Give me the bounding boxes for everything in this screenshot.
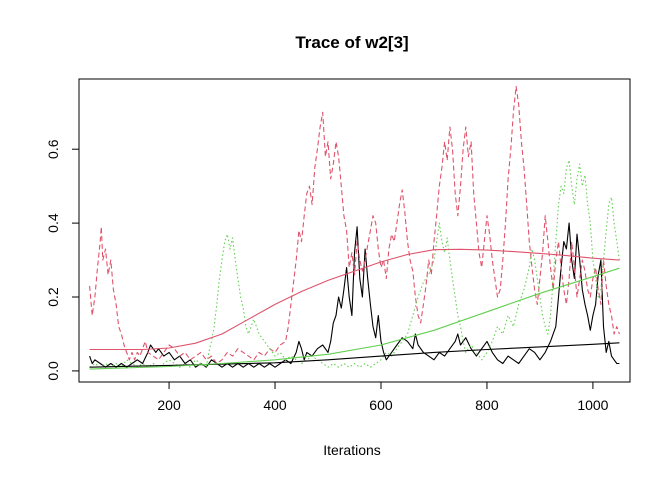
series-smooth-line-4 (89, 248, 620, 351)
x-axis-label: Iterations (323, 442, 381, 458)
series-trace-line-2 (89, 159, 620, 368)
x-tick-label: 200 (157, 397, 181, 413)
x-tick-label: 1000 (577, 397, 608, 413)
series-layer (89, 85, 620, 370)
x-axis: 200 400 600 800 1000 (157, 381, 609, 413)
y-axis: 0.0 0.2 0.4 0.6 (45, 139, 80, 381)
x-tick-label: 800 (475, 397, 499, 413)
series-trace-line-0 (89, 222, 620, 368)
series-smooth-line-3 (89, 342, 620, 368)
x-tick-label: 400 (263, 397, 287, 413)
chart-title: Trace of w2[3] (295, 33, 408, 52)
plot-box (78, 78, 631, 383)
y-tick-label: 0.2 (45, 287, 61, 307)
y-tick-label: 0.6 (45, 139, 61, 159)
y-tick-label: 0.0 (45, 361, 61, 381)
y-tick-label: 0.4 (45, 213, 61, 233)
series-smooth-line-5 (89, 267, 620, 370)
series-trace-line-1 (89, 85, 620, 365)
x-tick-label: 600 (369, 397, 393, 413)
